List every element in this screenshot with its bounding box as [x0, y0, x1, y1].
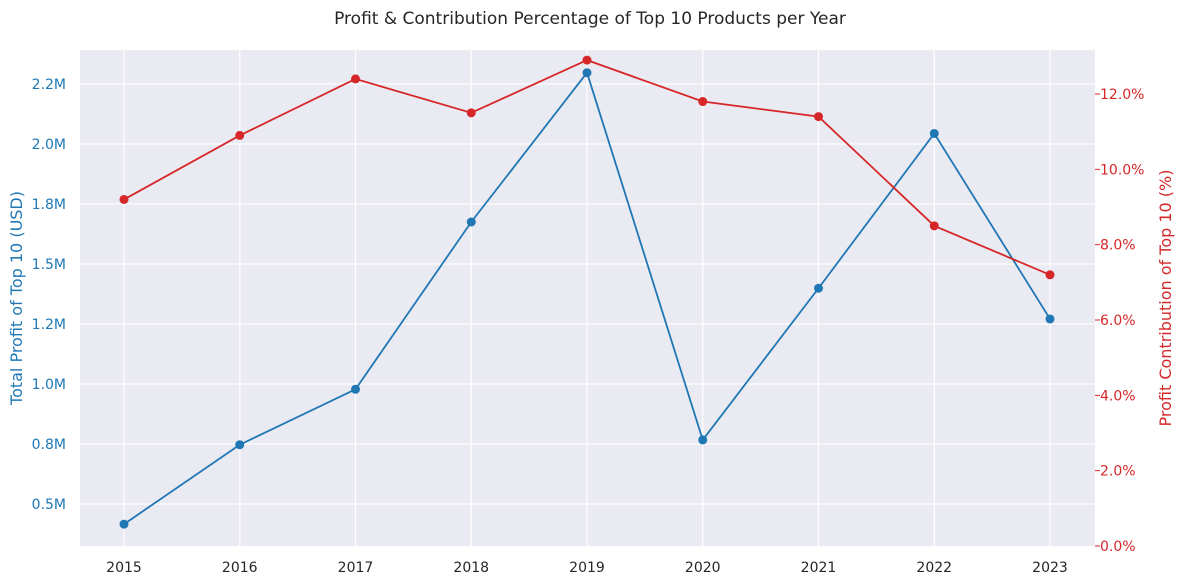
series-layer	[119, 55, 1055, 529]
left-y-tick-label: 1.8M	[32, 197, 66, 213]
x-tick-label: 2021	[801, 560, 837, 576]
left-y-tick-label: 2.2M	[32, 77, 66, 93]
x-tick-label: 2018	[453, 560, 489, 576]
profit-point	[929, 128, 939, 138]
chart-title: Profit & Contribution Percentage of Top …	[334, 9, 846, 29]
x-tick-label: 2017	[338, 560, 374, 576]
x-tick-label: 2015	[106, 560, 142, 576]
profit-point	[466, 217, 476, 227]
profit-point	[119, 519, 129, 529]
right-y-tick-label: 6.0%	[1100, 313, 1136, 329]
right-y-tick-label: 2.0%	[1100, 464, 1136, 480]
right-y-axis-ticks: 0.0% 2.0% 4.0% 6.0% 8.0% 10.0% 12.0%	[1095, 87, 1144, 555]
right-y-tick-label: 8.0%	[1100, 238, 1136, 254]
contribution-point	[1045, 270, 1055, 280]
x-tick-label: 2020	[685, 560, 721, 576]
left-y-axis-ticks: 0.5M 0.8M 1.0M 1.2M 1.5M 1.8M 2.0M 2.2M	[32, 77, 66, 513]
right-y-tick-label: 10.0%	[1100, 162, 1144, 178]
left-y-tick-label: 1.0M	[32, 377, 66, 393]
x-tick-label: 2023	[1032, 560, 1068, 576]
contribution-point	[235, 130, 245, 140]
left-y-tick-label: 0.8M	[32, 437, 66, 453]
x-tick-label: 2016	[222, 560, 258, 576]
profit-point	[235, 440, 245, 450]
left-y-axis-label: Total Profit of Top 10 (USD)	[7, 191, 26, 406]
left-y-tick-label: 1.5M	[32, 257, 66, 273]
right-y-tick-label: 0.0%	[1100, 539, 1136, 555]
contribution-point	[119, 194, 129, 204]
profit-point	[351, 384, 360, 394]
profit-point	[814, 283, 823, 293]
x-tick-label: 2019	[569, 560, 605, 576]
contribution-point	[929, 221, 939, 231]
left-y-tick-label: 2.0M	[32, 137, 66, 153]
right-y-tick-label: 4.0%	[1100, 388, 1136, 404]
contribution-point	[698, 97, 708, 107]
x-axis-ticks: 2015 2016 2017 2018 2019 2020 2021 2022 2023	[106, 560, 1068, 576]
profit-point	[582, 68, 592, 78]
right-y-tick-label: 12.0%	[1100, 87, 1144, 103]
profit-point	[698, 435, 708, 445]
contribution-point	[582, 55, 592, 65]
left-y-tick-label: 0.5M	[32, 497, 66, 513]
left-y-tick-label: 1.2M	[32, 317, 66, 333]
contribution-point	[351, 74, 360, 84]
right-y-axis-label: Profit Contribution of Top 10 (%)	[1156, 170, 1175, 427]
profit-point	[1045, 314, 1055, 324]
contribution-point	[814, 112, 823, 122]
x-tick-label: 2022	[916, 560, 952, 576]
contribution-point	[466, 108, 476, 118]
